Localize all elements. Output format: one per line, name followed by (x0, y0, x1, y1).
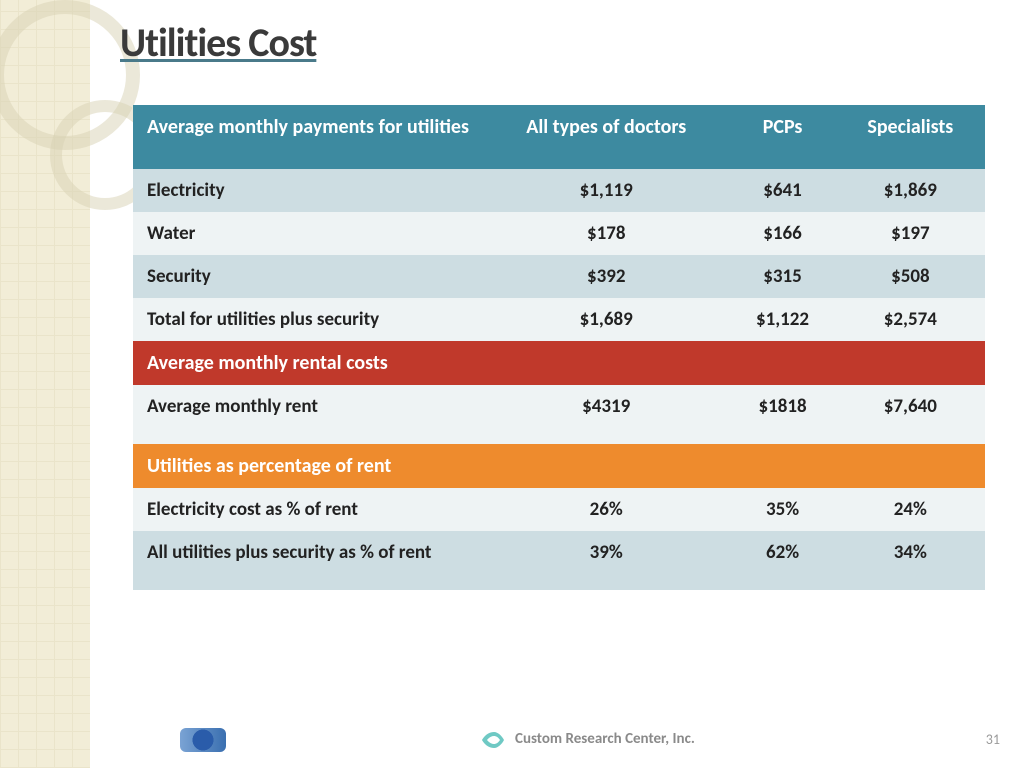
cell-value: $7,640 (836, 385, 985, 444)
table-row: Electricity $1,119 $641 $1,869 (133, 169, 985, 212)
cell-label: Average monthly rent (133, 385, 483, 444)
cell-value: 26% (483, 488, 729, 531)
table-row: Total for utilities plus security $1,689… (133, 298, 985, 341)
footer-logo-icon (480, 730, 508, 750)
cell-value: $4319 (483, 385, 729, 444)
table-row: Average monthly rent $4319 $1818 $7,640 (133, 385, 985, 444)
cell-value: $1,689 (483, 298, 729, 341)
table-header-row: Average monthly payments for utilities A… (133, 105, 985, 169)
section-header-rental: Average monthly rental costs (133, 341, 985, 385)
cell-label: Electricity cost as % of rent (133, 488, 483, 531)
cell-label: All utilities plus security as % of rent (133, 531, 483, 590)
table-row: All utilities plus security as % of rent… (133, 531, 985, 590)
footer-organization: Custom Research Center, Inc. (515, 730, 695, 748)
cell-value: $1818 (729, 385, 835, 444)
cell-value: $508 (836, 255, 985, 298)
page-title: Utilities Cost (120, 18, 316, 67)
cell-value: $1,122 (729, 298, 835, 341)
section-header-percentage: Utilities as percentage of rent (133, 444, 985, 488)
cell-value: $392 (483, 255, 729, 298)
cell-value: $166 (729, 212, 835, 255)
cell-value: $178 (483, 212, 729, 255)
utilities-cost-table: Average monthly payments for utilities A… (133, 105, 985, 590)
cell-label: Water (133, 212, 483, 255)
footer-badge-icon (180, 728, 226, 752)
col-header-label: Average monthly payments for utilities (133, 105, 483, 169)
col-header-pcps: PCPs (729, 105, 835, 169)
cell-value: 35% (729, 488, 835, 531)
slide-footer: Custom Research Center, Inc. 31 (0, 720, 1024, 756)
cell-value: 34% (836, 531, 985, 590)
cell-value: 39% (483, 531, 729, 590)
cell-label: Electricity (133, 169, 483, 212)
section-label: Average monthly rental costs (133, 341, 985, 385)
cell-value: $315 (729, 255, 835, 298)
cell-value: $2,574 (836, 298, 985, 341)
table-row: Electricity cost as % of rent 26% 35% 24… (133, 488, 985, 531)
cell-value: 24% (836, 488, 985, 531)
cell-label: Security (133, 255, 483, 298)
cell-label: Total for utilities plus security (133, 298, 483, 341)
cell-value: $1,869 (836, 169, 985, 212)
table-row: Security $392 $315 $508 (133, 255, 985, 298)
page-number: 31 (986, 731, 1000, 748)
cell-value: $1,119 (483, 169, 729, 212)
cell-value: 62% (729, 531, 835, 590)
table-row: Water $178 $166 $197 (133, 212, 985, 255)
section-label: Utilities as percentage of rent (133, 444, 985, 488)
cell-value: $197 (836, 212, 985, 255)
col-header-specialists: Specialists (836, 105, 985, 169)
col-header-all-doctors: All types of doctors (483, 105, 729, 169)
cell-value: $641 (729, 169, 835, 212)
